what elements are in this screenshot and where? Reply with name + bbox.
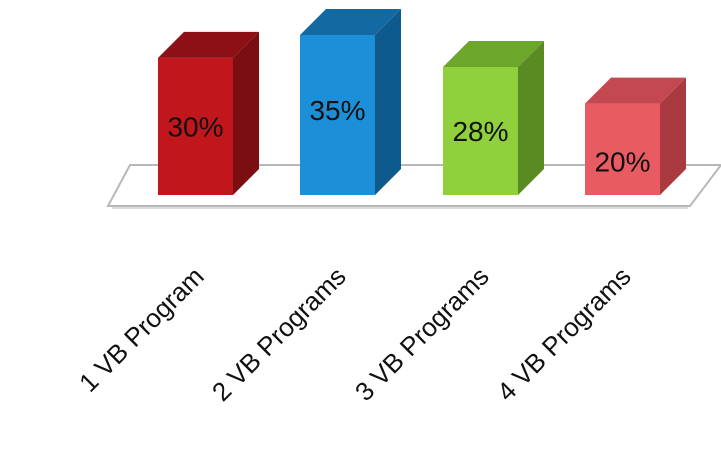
category-label-2: 2 VB Programs [206, 261, 352, 407]
bar-top-face [158, 31, 259, 58]
data-labels-group: 30% 35% 28% 20% [167, 95, 650, 178]
bar-2 [300, 9, 401, 195]
data-label-3: 28% [452, 116, 508, 147]
category-label-3: 3 VB Programs [349, 261, 495, 407]
chart-floor-plane [106, 164, 721, 207]
bar-side-face [518, 41, 544, 195]
bar-top-face [585, 77, 686, 104]
bar-front-face [585, 103, 660, 195]
category-label-1: 1 VB Program [73, 261, 210, 398]
bar-front-face [158, 57, 233, 195]
bar-front-face [300, 35, 375, 195]
bar-top-face [300, 9, 401, 35]
bar-3 [443, 41, 544, 195]
bar-front-face [443, 67, 518, 195]
bar-4 [585, 77, 686, 195]
bar-side-face [660, 77, 686, 195]
bars-group [158, 9, 686, 195]
category-label-4: 4 VB Programs [491, 261, 637, 407]
bar-top-face [443, 41, 544, 67]
bar-side-face [375, 9, 401, 195]
data-label-2: 35% [309, 95, 365, 126]
data-label-4: 20% [594, 147, 650, 178]
bar-1 [158, 31, 259, 195]
data-label-1: 30% [167, 111, 223, 142]
chart-floor [106, 164, 721, 209]
bar-side-face [233, 31, 259, 195]
